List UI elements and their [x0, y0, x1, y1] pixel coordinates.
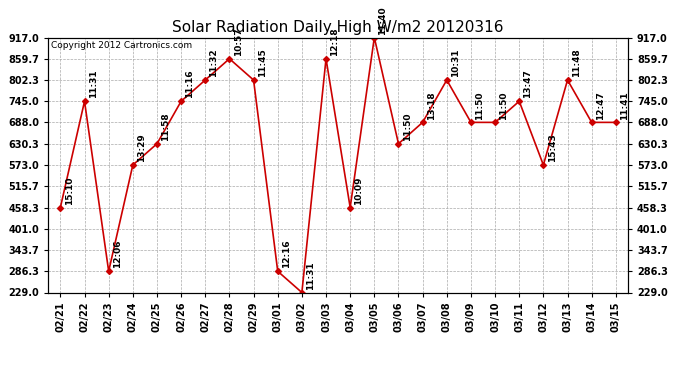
- Text: 11:48: 11:48: [572, 48, 581, 77]
- Text: Copyright 2012 Cartronics.com: Copyright 2012 Cartronics.com: [51, 41, 193, 50]
- Text: 11:40: 11:40: [379, 6, 388, 35]
- Text: 11:41: 11:41: [620, 91, 629, 120]
- Text: 13:18: 13:18: [427, 91, 436, 120]
- Text: 12:18: 12:18: [331, 27, 339, 56]
- Text: 12:47: 12:47: [596, 91, 605, 120]
- Text: 11:50: 11:50: [403, 112, 412, 141]
- Text: 13:29: 13:29: [137, 134, 146, 162]
- Text: 15:43: 15:43: [548, 134, 557, 162]
- Text: 13:47: 13:47: [524, 70, 533, 99]
- Text: 10:09: 10:09: [355, 176, 364, 205]
- Text: 11:50: 11:50: [500, 91, 509, 120]
- Title: Solar Radiation Daily High W/m2 20120316: Solar Radiation Daily High W/m2 20120316: [172, 20, 504, 35]
- Text: 11:31: 11:31: [89, 70, 98, 99]
- Text: 11:32: 11:32: [210, 49, 219, 77]
- Text: 10:31: 10:31: [451, 49, 460, 77]
- Text: 10:57: 10:57: [234, 27, 243, 56]
- Text: 12:16: 12:16: [282, 240, 291, 268]
- Text: 15:10: 15:10: [65, 176, 74, 205]
- Text: 11:16: 11:16: [186, 70, 195, 99]
- Text: 11:50: 11:50: [475, 91, 484, 120]
- Text: 11:58: 11:58: [161, 112, 170, 141]
- Text: 11:45: 11:45: [258, 48, 267, 77]
- Text: 11:31: 11:31: [306, 261, 315, 290]
- Text: 12:06: 12:06: [113, 240, 122, 268]
